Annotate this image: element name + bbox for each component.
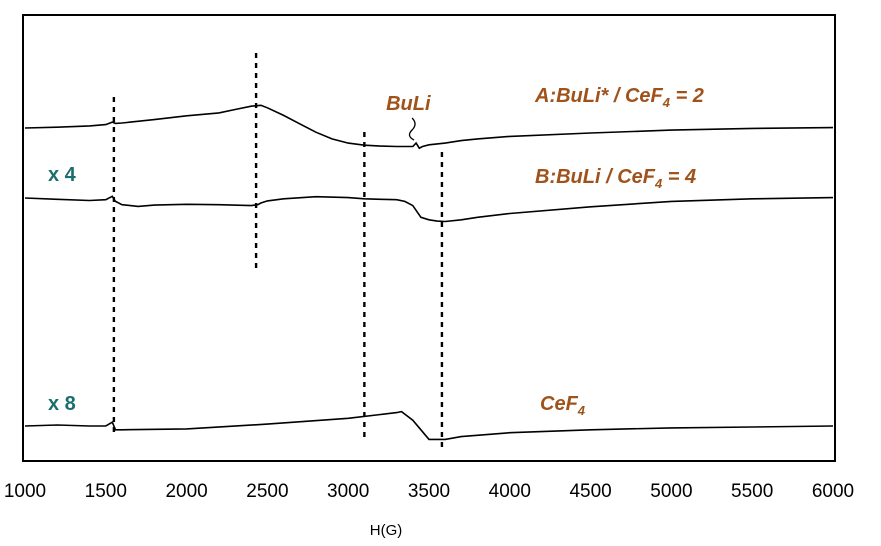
marker-lines (112, 53, 444, 448)
x-tick-label: 2500 (246, 481, 288, 502)
x-tick-label: 6000 (812, 481, 854, 502)
x-tick-label: 3000 (327, 481, 369, 502)
x-tick-label: 4000 (489, 481, 531, 502)
annotations: BuLi (386, 93, 431, 141)
series-label: A:BuLi* / CeF4 = 2 (534, 85, 704, 110)
plot-frame (22, 14, 836, 462)
x-tick-labels: 1000 1500 2000 2500 3000 3500 4000 4500 5000 5500… (4, 481, 854, 502)
x-tick-label: 5000 (650, 481, 692, 502)
x-tick-label: 1000 (4, 481, 46, 502)
series-label: CeF4 (540, 393, 586, 418)
x-tick-label: 1500 (85, 481, 127, 502)
multiplier-label: x 4 (48, 164, 77, 186)
series-label: B:BuLi / CeF4 = 4 (535, 166, 696, 191)
series-traces (24, 104, 834, 441)
x-axis-title: H(G) (370, 522, 403, 539)
series-trace (24, 104, 834, 150)
series-labels: A:BuLi* / CeF4 = 2 B:BuLi / CeF4 = 4 x 4 Ce… (48, 85, 704, 418)
annotation-label: BuLi (386, 93, 431, 115)
x-tick-label: 4500 (569, 481, 611, 502)
x-tick-label: 3500 (408, 481, 450, 502)
series-trace (24, 195, 834, 223)
x-tick-label: 2000 (165, 481, 207, 502)
annotation-brace (408, 117, 416, 141)
x-tick-label: 5500 (731, 481, 773, 502)
multiplier-label: x 8 (48, 393, 76, 415)
series-trace (24, 410, 834, 441)
